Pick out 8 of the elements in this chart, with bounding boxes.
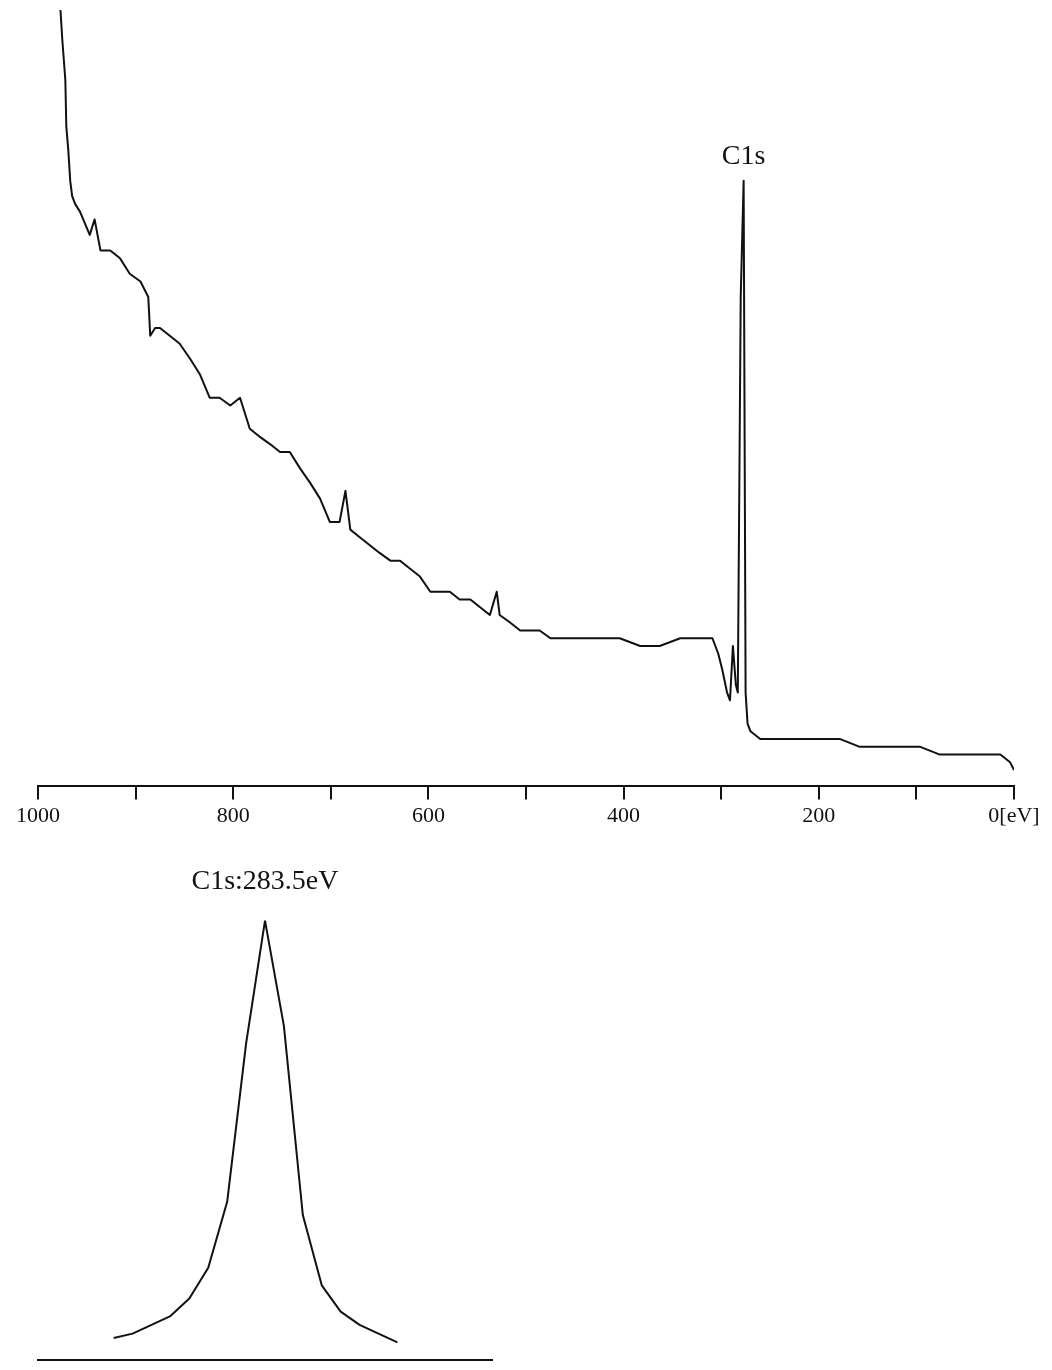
x-tick-label: 1000 — [16, 801, 60, 827]
x-tick-label: 0[eV] — [988, 801, 1040, 827]
x-tick-label: 400 — [607, 801, 641, 827]
x-tick-label: 200 — [802, 801, 836, 827]
x-tick-label: 800 — [216, 801, 250, 827]
annotation: C1s — [721, 138, 766, 170]
x-tick-label: 600 — [411, 801, 445, 827]
chart-title: C1s:283.5eV — [191, 864, 339, 896]
